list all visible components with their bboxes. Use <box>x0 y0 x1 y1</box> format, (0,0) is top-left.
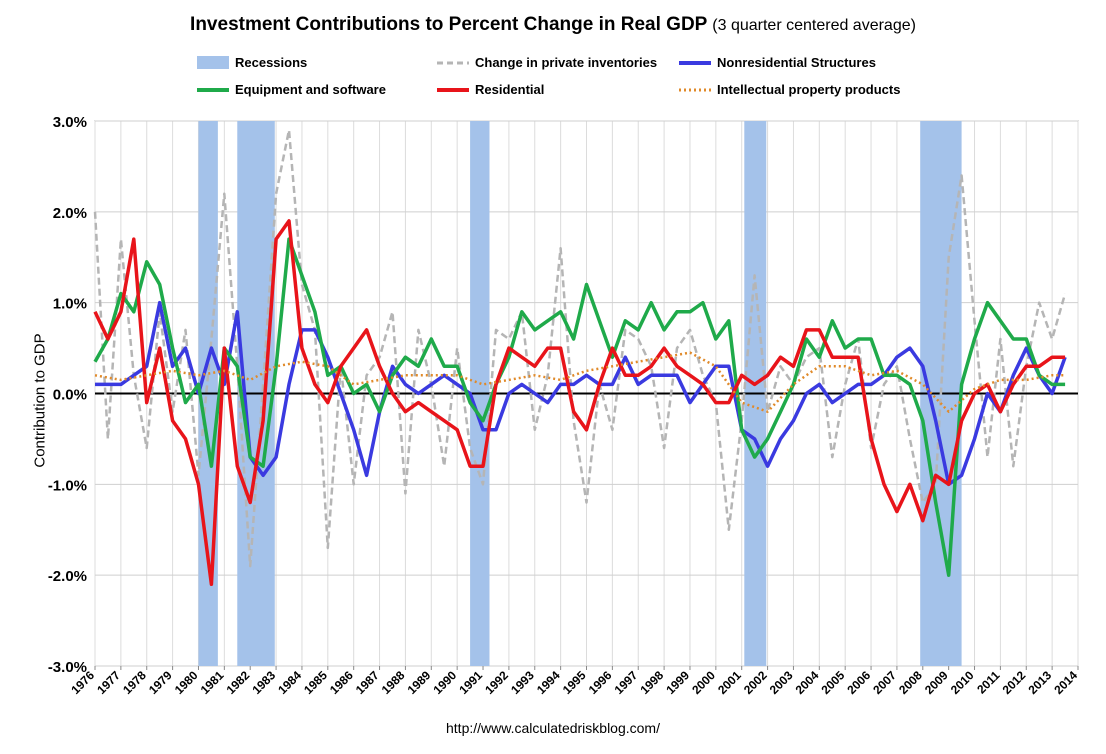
title-main: Investment Contributions to Percent Chan… <box>190 14 707 35</box>
x-tick-label: 2000 <box>689 668 718 697</box>
x-tick-label: 1978 <box>120 668 149 697</box>
legend-swatch-ip <box>679 88 711 92</box>
legend-inventories: Change in private inventories <box>475 55 658 70</box>
legend-ip: Intellectual property products <box>717 82 901 97</box>
title-subtitle: (3 quarter centered average) <box>712 17 916 34</box>
x-tick-label: 1984 <box>275 668 304 697</box>
x-tick-label: 2012 <box>1000 668 1029 697</box>
y-tick-label: -3.0% <box>48 659 87 676</box>
x-tick-label: 2001 <box>715 668 744 697</box>
x-tick-label: 1997 <box>612 668 641 697</box>
x-tick-label: 1992 <box>482 668 511 697</box>
x-tick-label: 1991 <box>456 668 485 697</box>
x-tick-label: 2003 <box>767 668 796 697</box>
legend-swatch-equipment <box>197 88 229 92</box>
x-tick-label: 1988 <box>379 668 408 697</box>
x-tick-label: 1983 <box>249 668 278 697</box>
x-tick-label: 1985 <box>301 668 330 697</box>
x-tick-label: 2008 <box>896 668 925 697</box>
x-tick-label: 2014 <box>1051 668 1080 697</box>
x-tick-label: 1995 <box>560 668 589 697</box>
legend-nonres: Nonresidential Structures <box>717 55 876 70</box>
x-tick-label: 1987 <box>353 668 382 697</box>
x-tick-label: 2011 <box>974 668 1003 697</box>
x-tick-label: 1994 <box>534 668 563 697</box>
y-tick-label: 0.0% <box>53 387 87 404</box>
x-tick-label: 1977 <box>94 668 123 697</box>
y-tick-label: -2.0% <box>48 568 87 585</box>
legend-residential: Residential <box>475 82 545 97</box>
x-tick-label: 1986 <box>327 668 356 697</box>
source-url: http://www.calculatedriskblog.com/ <box>446 720 660 736</box>
legend-swatch-recessions <box>197 56 229 69</box>
x-tick-label: 1998 <box>637 668 666 697</box>
x-tick-label: 2010 <box>948 668 977 697</box>
legend-recessions: Recessions <box>235 55 308 70</box>
x-tick-label: 1979 <box>146 668 175 697</box>
x-tick-label: 1990 <box>430 668 459 697</box>
x-tick-label: 2007 <box>870 668 899 697</box>
x-tick-label: 1989 <box>405 668 434 697</box>
x-tick-label: 1982 <box>224 668 253 697</box>
x-tick-label: 2006 <box>844 668 873 697</box>
series-line-3 <box>93 219 1066 587</box>
y-tick-label: -1.0% <box>48 477 87 494</box>
y-tick-label: 2.0% <box>53 205 87 222</box>
x-tick-label: 2013 <box>1025 668 1054 697</box>
legend-swatch-inventories <box>437 61 469 65</box>
x-tick-label: 2009 <box>922 668 951 697</box>
x-tick-label: 2002 <box>741 668 770 697</box>
x-tick-label: 2005 <box>819 668 848 697</box>
legend-equipment: Equipment and software <box>235 82 386 97</box>
legend-swatch-residential <box>437 88 469 92</box>
y-tick-label: 3.0% <box>53 114 87 131</box>
y-tick-label: 1.0% <box>53 296 87 313</box>
chart-title: Investment Contributions to Percent Chan… <box>0 14 1106 36</box>
x-tick-label: 1981 <box>198 668 227 697</box>
x-tick-label: 1980 <box>172 668 201 697</box>
x-tick-label: 1996 <box>586 668 615 697</box>
y-axis-label: Contribution to GDP <box>31 333 49 468</box>
legend-swatch-nonres <box>679 61 711 65</box>
series-line-0 <box>93 128 1067 568</box>
x-tick-label: 1999 <box>663 668 692 697</box>
x-tick-label: 2004 <box>793 668 822 697</box>
x-tick-label: 1993 <box>508 668 537 697</box>
